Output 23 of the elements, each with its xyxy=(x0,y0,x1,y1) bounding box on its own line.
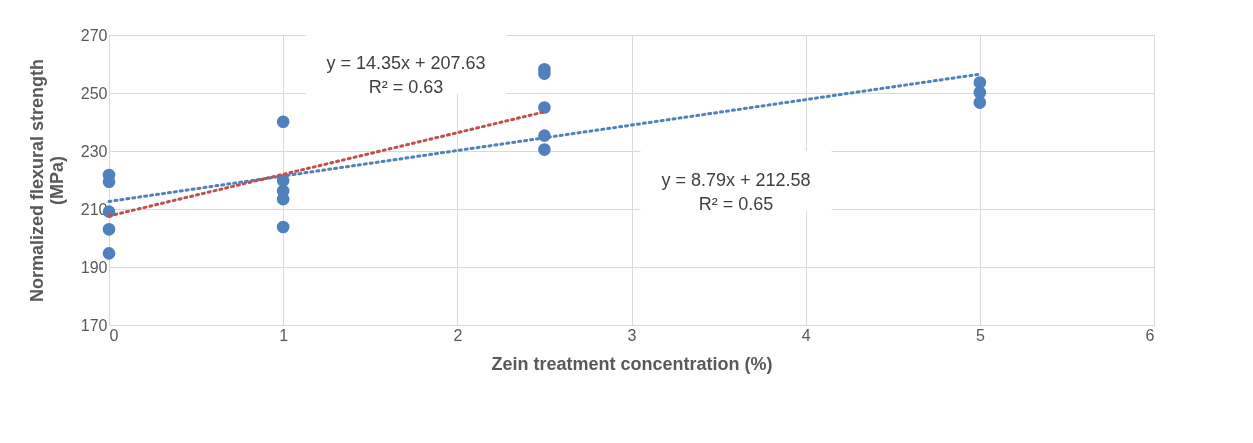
x-tick-label: 6 xyxy=(1145,326,1155,344)
x-tick-label: 5 xyxy=(975,326,985,344)
x-tick-label: 1 xyxy=(279,326,289,344)
point xyxy=(276,220,290,234)
y-tick-label: 270 xyxy=(80,26,108,44)
point xyxy=(538,143,551,156)
x-tick-label: 4 xyxy=(801,326,811,344)
point xyxy=(973,96,987,109)
point xyxy=(102,222,116,236)
y-tick-label: 170 xyxy=(80,316,108,334)
point xyxy=(276,115,290,129)
x-tick-label: 0 xyxy=(109,326,119,344)
x-axis-title: Zein treatment concentration (%) xyxy=(491,353,773,374)
y-tick-label: 190 xyxy=(80,258,108,276)
y-axis-title: Normalized flexural strength (MPa) xyxy=(26,58,67,303)
y-tick-label: 230 xyxy=(80,142,108,160)
point xyxy=(102,247,116,260)
annotation: y = 8.79x + 212.58 R² = 0.65 xyxy=(661,170,811,214)
x-tick-label: 3 xyxy=(627,326,637,344)
annotation: y = 14.35x + 207.63 R² = 0.63 xyxy=(326,53,486,97)
point xyxy=(538,101,551,114)
y-tick-label: 250 xyxy=(80,84,108,102)
x-tick-label: 2 xyxy=(453,326,463,344)
